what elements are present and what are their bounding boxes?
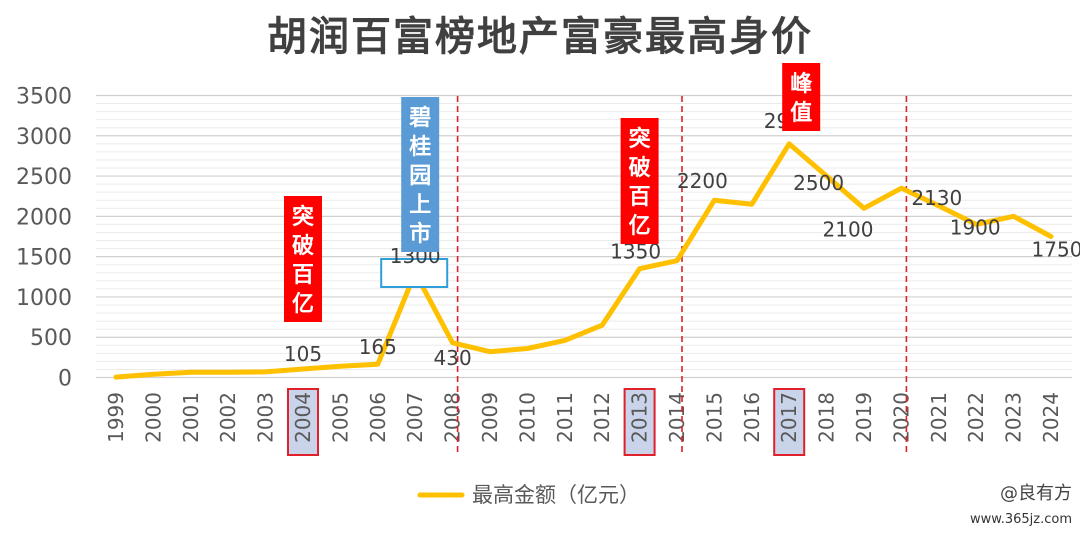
- annotation-char: 上: [409, 193, 431, 218]
- annotation-char: 桂: [409, 134, 431, 160]
- boxed-value-label-frame: [380, 258, 449, 288]
- data-label: 2130: [911, 186, 962, 210]
- x-tick-label: 2021: [927, 392, 951, 443]
- y-tick-label: 1000: [16, 286, 72, 311]
- annotation-box: [401, 97, 440, 252]
- x-tick-label: 2018: [815, 392, 839, 443]
- watermark-url: www.365jz.com: [970, 512, 1072, 527]
- data-label: 2500: [793, 171, 844, 195]
- data-label: 430: [434, 346, 472, 370]
- annotation-char: 破: [292, 233, 314, 259]
- x-tick-label: 2005: [328, 392, 352, 443]
- watermark-handle: @良有方: [1000, 483, 1072, 504]
- y-tick-label: 3000: [16, 125, 72, 150]
- x-tick-label: 2020: [889, 392, 913, 443]
- data-label: 1750: [1032, 238, 1080, 262]
- y-tick-label: 0: [58, 367, 72, 392]
- annotation-char: 碧: [408, 105, 431, 131]
- x-tick-label: 2019: [852, 392, 876, 443]
- x-tick-label: 2024: [1039, 392, 1063, 443]
- x-tick-label: 2023: [1002, 392, 1026, 443]
- annotation-char: 突: [629, 126, 651, 152]
- legend-label: 最高金额（亿元）: [472, 483, 640, 507]
- x-tick-label: 2015: [702, 392, 726, 443]
- x-tick-label: 2008: [441, 392, 465, 443]
- annotation-box: [284, 196, 322, 322]
- x-tick-label: 2010: [515, 392, 539, 443]
- chart-title: 胡润百富榜地产富豪最高身价: [267, 14, 813, 60]
- annotation-char: 园: [409, 164, 431, 189]
- x-tick-label: 2004: [291, 392, 315, 443]
- y-tick-label: 3500: [16, 85, 72, 110]
- annotation-box: [782, 63, 821, 131]
- x-tick-label: 2022: [964, 392, 988, 443]
- x-tick-label: 2011: [553, 392, 577, 443]
- y-tick-label: 500: [30, 326, 72, 351]
- highlight-year-box: [287, 388, 319, 456]
- annotation-char: 突: [292, 204, 314, 230]
- data-label: 2200: [677, 169, 728, 193]
- x-tick-label: 1999: [104, 392, 128, 443]
- x-tick-label: 2006: [366, 392, 390, 443]
- x-tick-label: 2016: [740, 392, 764, 443]
- x-tick-label: 2013: [628, 392, 652, 443]
- annotation-char: 亿: [292, 292, 314, 317]
- highlight-year-box: [773, 388, 806, 456]
- y-tick-label: 2000: [16, 205, 72, 230]
- x-tick-label: 2001: [179, 392, 203, 443]
- x-tick-label: 2003: [254, 392, 278, 443]
- x-tick-label: 2017: [777, 392, 801, 443]
- annotation-char: 峰: [790, 72, 813, 97]
- x-tick-label: 2007: [403, 392, 427, 443]
- annotation-box: [620, 118, 659, 244]
- highlight-year-box: [623, 388, 656, 456]
- annotation-char: 市: [409, 221, 431, 247]
- data-label: 165: [359, 335, 397, 359]
- y-tick-label: 1500: [16, 246, 72, 271]
- data-label: 1900: [950, 215, 1001, 239]
- x-tick-label: 2009: [478, 392, 502, 443]
- annotation-char: 亿: [629, 214, 651, 239]
- x-tick-label: 2002: [216, 392, 240, 443]
- annotation-char: 百: [292, 263, 314, 288]
- series-line: [113, 141, 1054, 380]
- x-tick-label: 2000: [141, 392, 165, 443]
- x-tick-label: 2014: [665, 392, 689, 443]
- x-tick-label: 2012: [590, 392, 614, 443]
- y-tick-label: 2500: [16, 165, 72, 190]
- annotation-char: 值: [790, 100, 812, 126]
- data-label: 105: [284, 342, 322, 366]
- annotation-char: 百: [629, 185, 651, 210]
- data-label: 2100: [823, 217, 874, 241]
- annotation-char: 破: [629, 155, 651, 181]
